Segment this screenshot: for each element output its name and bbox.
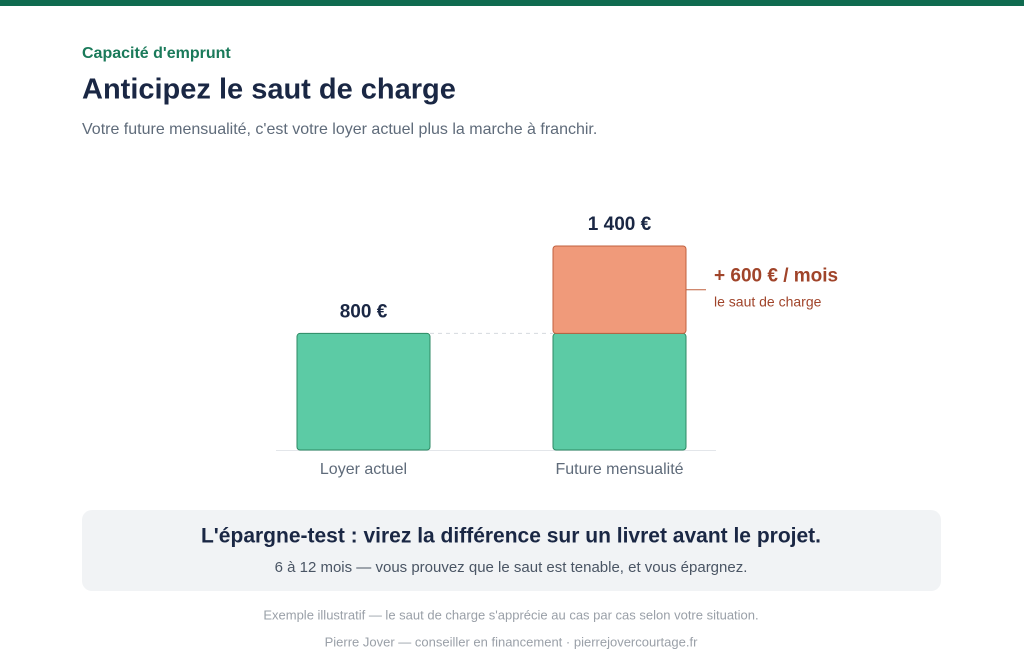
title: Anticipez le saut de charge [82, 74, 456, 106]
callout-box [82, 510, 941, 591]
kicker: Capacité d'emprunt [82, 45, 231, 62]
bar-segment [296, 332, 431, 451]
callout-title: L'épargne-test : virez la différence sur… [201, 525, 821, 548]
bar-segment [552, 332, 687, 451]
annotation: le saut de charge [714, 293, 822, 309]
footer-note: Exemple illustratif — le saut de charge … [263, 607, 758, 622]
top-bar [0, 0, 1024, 6]
bar-segment [552, 245, 687, 334]
value-label: + 600 € / mois [714, 266, 838, 287]
x-tick-label: Future mensualité [555, 461, 683, 478]
footer-credit: Pierre Jover — conseiller en financement… [325, 634, 699, 649]
total-label: 800 € [340, 301, 388, 322]
total-label: 1 400 € [588, 214, 652, 235]
subtitle: Votre future mensualité, c'est votre loy… [82, 121, 597, 138]
x-tick-label: Loyer actuel [320, 461, 407, 478]
chart: 800 € Loyer actuel + 600 € / mois le saut d… [276, 214, 838, 478]
callout-text: 6 à 12 mois — vous prouvez que le saut e… [275, 559, 748, 576]
